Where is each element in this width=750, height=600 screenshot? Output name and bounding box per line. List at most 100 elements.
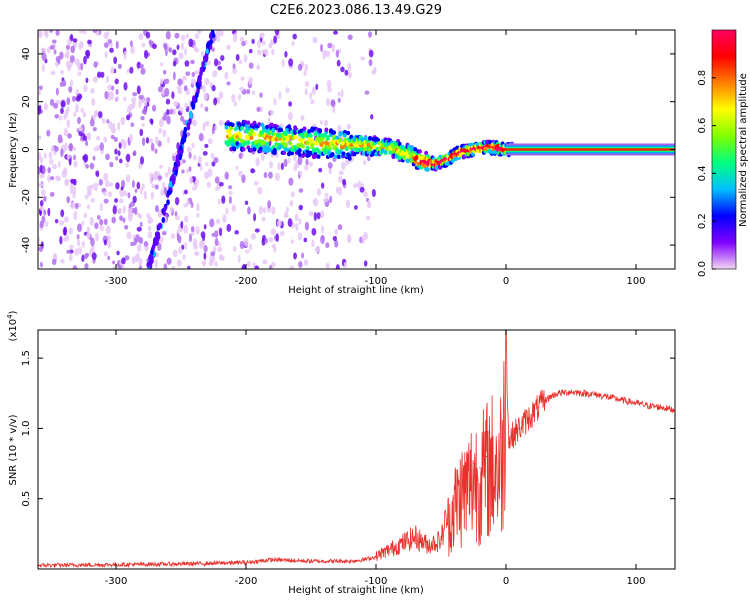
x-tick-label: -300	[105, 276, 128, 287]
heatmap-cell	[233, 101, 237, 107]
heatmap-cell	[161, 230, 167, 236]
heatmap-cell	[192, 154, 197, 161]
heatmap-cell	[234, 32, 238, 38]
snr-point	[271, 559, 273, 562]
heatmap-cell	[293, 252, 297, 260]
heatmap-cell	[107, 84, 113, 91]
heatmap-cell	[167, 189, 171, 196]
heatmap-cell	[69, 183, 74, 192]
x-tick-label: -100	[365, 576, 388, 587]
heatmap-cell	[256, 106, 261, 112]
heatmap-cell	[311, 86, 316, 96]
heatmap-cell	[241, 41, 246, 47]
heatmap-cell	[177, 78, 183, 86]
heatmap-cell	[134, 206, 138, 216]
heatmap-cell	[301, 252, 305, 259]
heatmap-cell	[246, 120, 251, 125]
heatmap-cell	[184, 102, 188, 109]
heatmap-cell	[127, 192, 131, 199]
snr-point	[446, 519, 449, 521]
heatmap-cell	[188, 233, 192, 243]
heatmap-cell	[213, 97, 218, 106]
heatmap-cell	[112, 123, 116, 128]
snr-point	[401, 545, 403, 548]
heatmap-cell	[49, 176, 55, 181]
heatmap-cell	[360, 56, 366, 61]
heatmap-cell	[139, 186, 143, 195]
heatmap-cell	[286, 124, 291, 129]
heatmap-cell	[180, 220, 184, 229]
heatmap-cell	[206, 181, 211, 188]
heatmap-cell	[212, 70, 218, 78]
heatmap-cell	[190, 201, 194, 208]
heatmap-cell	[60, 69, 64, 75]
heatmap-cell	[343, 138, 348, 143]
heatmap-cell	[163, 42, 168, 49]
heatmap-cell	[183, 203, 188, 208]
heatmap-cell	[72, 146, 77, 151]
heatmap-cell	[234, 230, 239, 235]
heatmap-cell	[92, 114, 97, 121]
heatmap-cell	[115, 88, 119, 95]
heatmap-cell	[186, 146, 192, 153]
heatmap-cell	[38, 85, 43, 90]
heatmap-cell	[43, 195, 47, 202]
heatmap-cell	[138, 236, 144, 245]
heatmap-cell	[289, 265, 295, 269]
heatmap-cell	[110, 66, 115, 75]
heatmap-cell	[46, 129, 51, 137]
heatmap-cell	[239, 36, 245, 42]
heatmap-cell	[77, 116, 81, 125]
chart-title: C2E6.2023.086.13.49.G29	[270, 3, 442, 18]
heatmap-cell	[40, 189, 46, 196]
heatmap-cell	[73, 160, 78, 168]
heatmap-cell	[199, 66, 204, 73]
heatmap-cell	[172, 108, 177, 115]
heatmap-cell	[92, 76, 98, 83]
heatmap-cell	[114, 78, 119, 85]
heatmap-cell	[255, 157, 260, 167]
heatmap-cell	[313, 154, 318, 159]
heatmap-cell	[194, 69, 200, 75]
heatmap-cell	[261, 140, 266, 145]
heatmap-cell	[261, 238, 266, 246]
heatmap-cell	[269, 38, 273, 48]
heatmap-cell	[179, 144, 183, 151]
heatmap-cell	[192, 185, 198, 191]
heatmap-cell	[363, 159, 367, 165]
heatmap-cell	[96, 214, 101, 220]
heatmap-cell	[126, 68, 130, 74]
heatmap-cell	[347, 156, 352, 161]
colorbar-tick-label: 0.0	[697, 261, 708, 277]
heatmap-cell	[189, 177, 194, 183]
heatmap-cell	[275, 133, 280, 138]
heatmap-cell	[183, 224, 189, 234]
heatmap-cell	[93, 186, 98, 191]
heatmap-cell	[133, 150, 137, 156]
heatmap-cell	[346, 123, 352, 130]
heatmap-cell	[159, 164, 163, 169]
heatmap-cell	[120, 116, 125, 126]
heatmap-cell	[103, 136, 108, 143]
heatmap-cell	[335, 135, 340, 140]
heatmap-cell	[151, 104, 157, 112]
heatmap-cell	[126, 114, 131, 121]
heatmap-cell	[332, 235, 338, 242]
heatmap-cell	[161, 216, 166, 223]
heatmap-cell	[138, 33, 144, 40]
heatmap-cell	[106, 75, 109, 83]
heatmap-cell	[99, 219, 104, 226]
heatmap-cell	[70, 45, 76, 54]
heatmap-cell	[220, 30, 224, 37]
heatmap-cell	[268, 237, 274, 243]
heatmap-cell	[174, 32, 180, 39]
heatmap-cell	[60, 100, 66, 108]
heatmap-cell	[115, 182, 120, 190]
heatmap-cell	[149, 175, 153, 185]
heatmap-cell	[115, 156, 119, 161]
heatmap-cell	[66, 97, 71, 106]
heatmap-cell	[132, 195, 137, 204]
snr-line	[38, 330, 675, 569]
heatmap-cell	[368, 49, 374, 58]
heatmap-cell	[52, 163, 58, 170]
